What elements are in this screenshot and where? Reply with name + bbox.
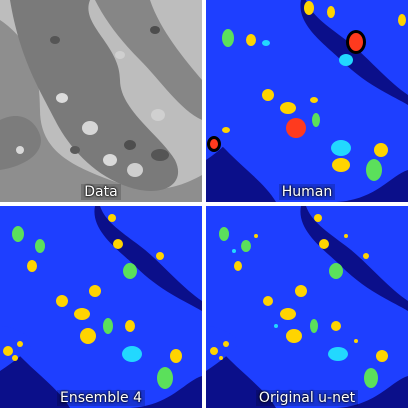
panel-human: Human [206,0,408,202]
caption-human: Human [206,184,408,200]
human-segmentation [206,0,408,202]
caption-unet: Original u-net [206,390,408,406]
em-image [0,0,202,202]
panel-data: Data [0,0,202,202]
unet-segmentation [206,206,408,408]
caption-data: Data [0,184,202,200]
caption-ensemble: Ensemble 4 [0,390,202,406]
panel-ensemble: Ensemble 4 [0,206,202,408]
ensemble-segmentation [0,206,202,408]
panel-unet: Original u-net [206,206,408,408]
